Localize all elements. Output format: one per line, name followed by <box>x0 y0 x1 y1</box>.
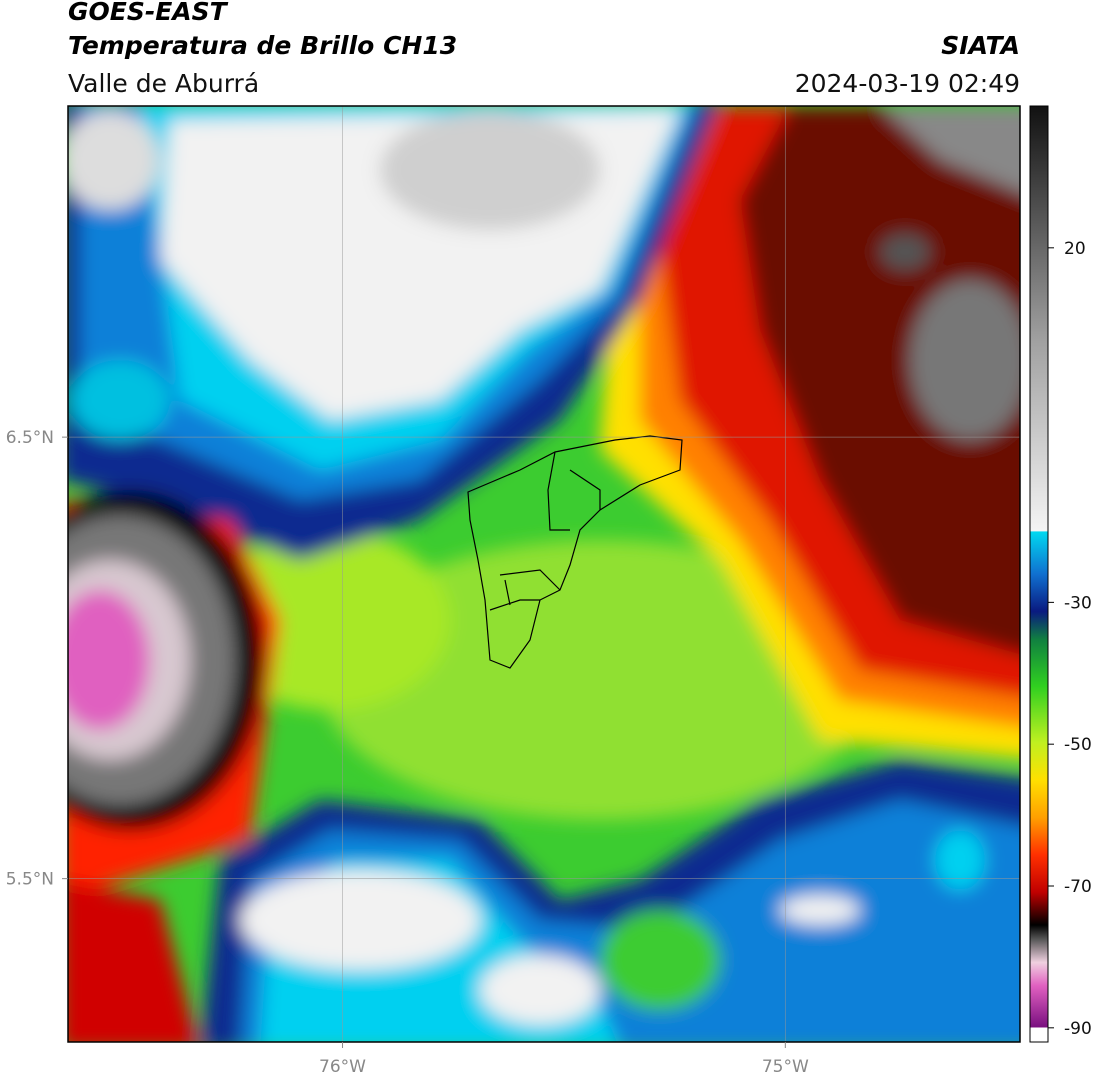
colorbar <box>1029 105 1049 1043</box>
y-tick-label: 5.5°N <box>6 870 54 890</box>
region: Valle de Aburrá <box>68 69 259 98</box>
datetime: 2024-03-19 02:49 <box>795 69 1020 98</box>
x-tick-label: 76°W <box>319 1057 366 1077</box>
subtitle: Temperatura de Brillo CH13 <box>68 31 457 60</box>
colorbar-tick-label: 20 <box>1064 239 1086 259</box>
satellite-image <box>68 106 1020 1042</box>
title: GOES-EAST <box>68 0 229 26</box>
map-frame <box>67 105 1021 1043</box>
source: SIATA <box>941 31 1020 60</box>
colorbar-tick-label: -90 <box>1064 1019 1092 1039</box>
graticule <box>68 106 1020 1042</box>
colorbar-tick-label: -50 <box>1064 735 1092 755</box>
x-tick-label: 75°W <box>762 1057 809 1077</box>
colorbar-tick-label: -30 <box>1064 593 1092 613</box>
y-tick-label: 6.5°N <box>6 428 54 448</box>
colorbar-tick-label: -70 <box>1064 877 1092 897</box>
